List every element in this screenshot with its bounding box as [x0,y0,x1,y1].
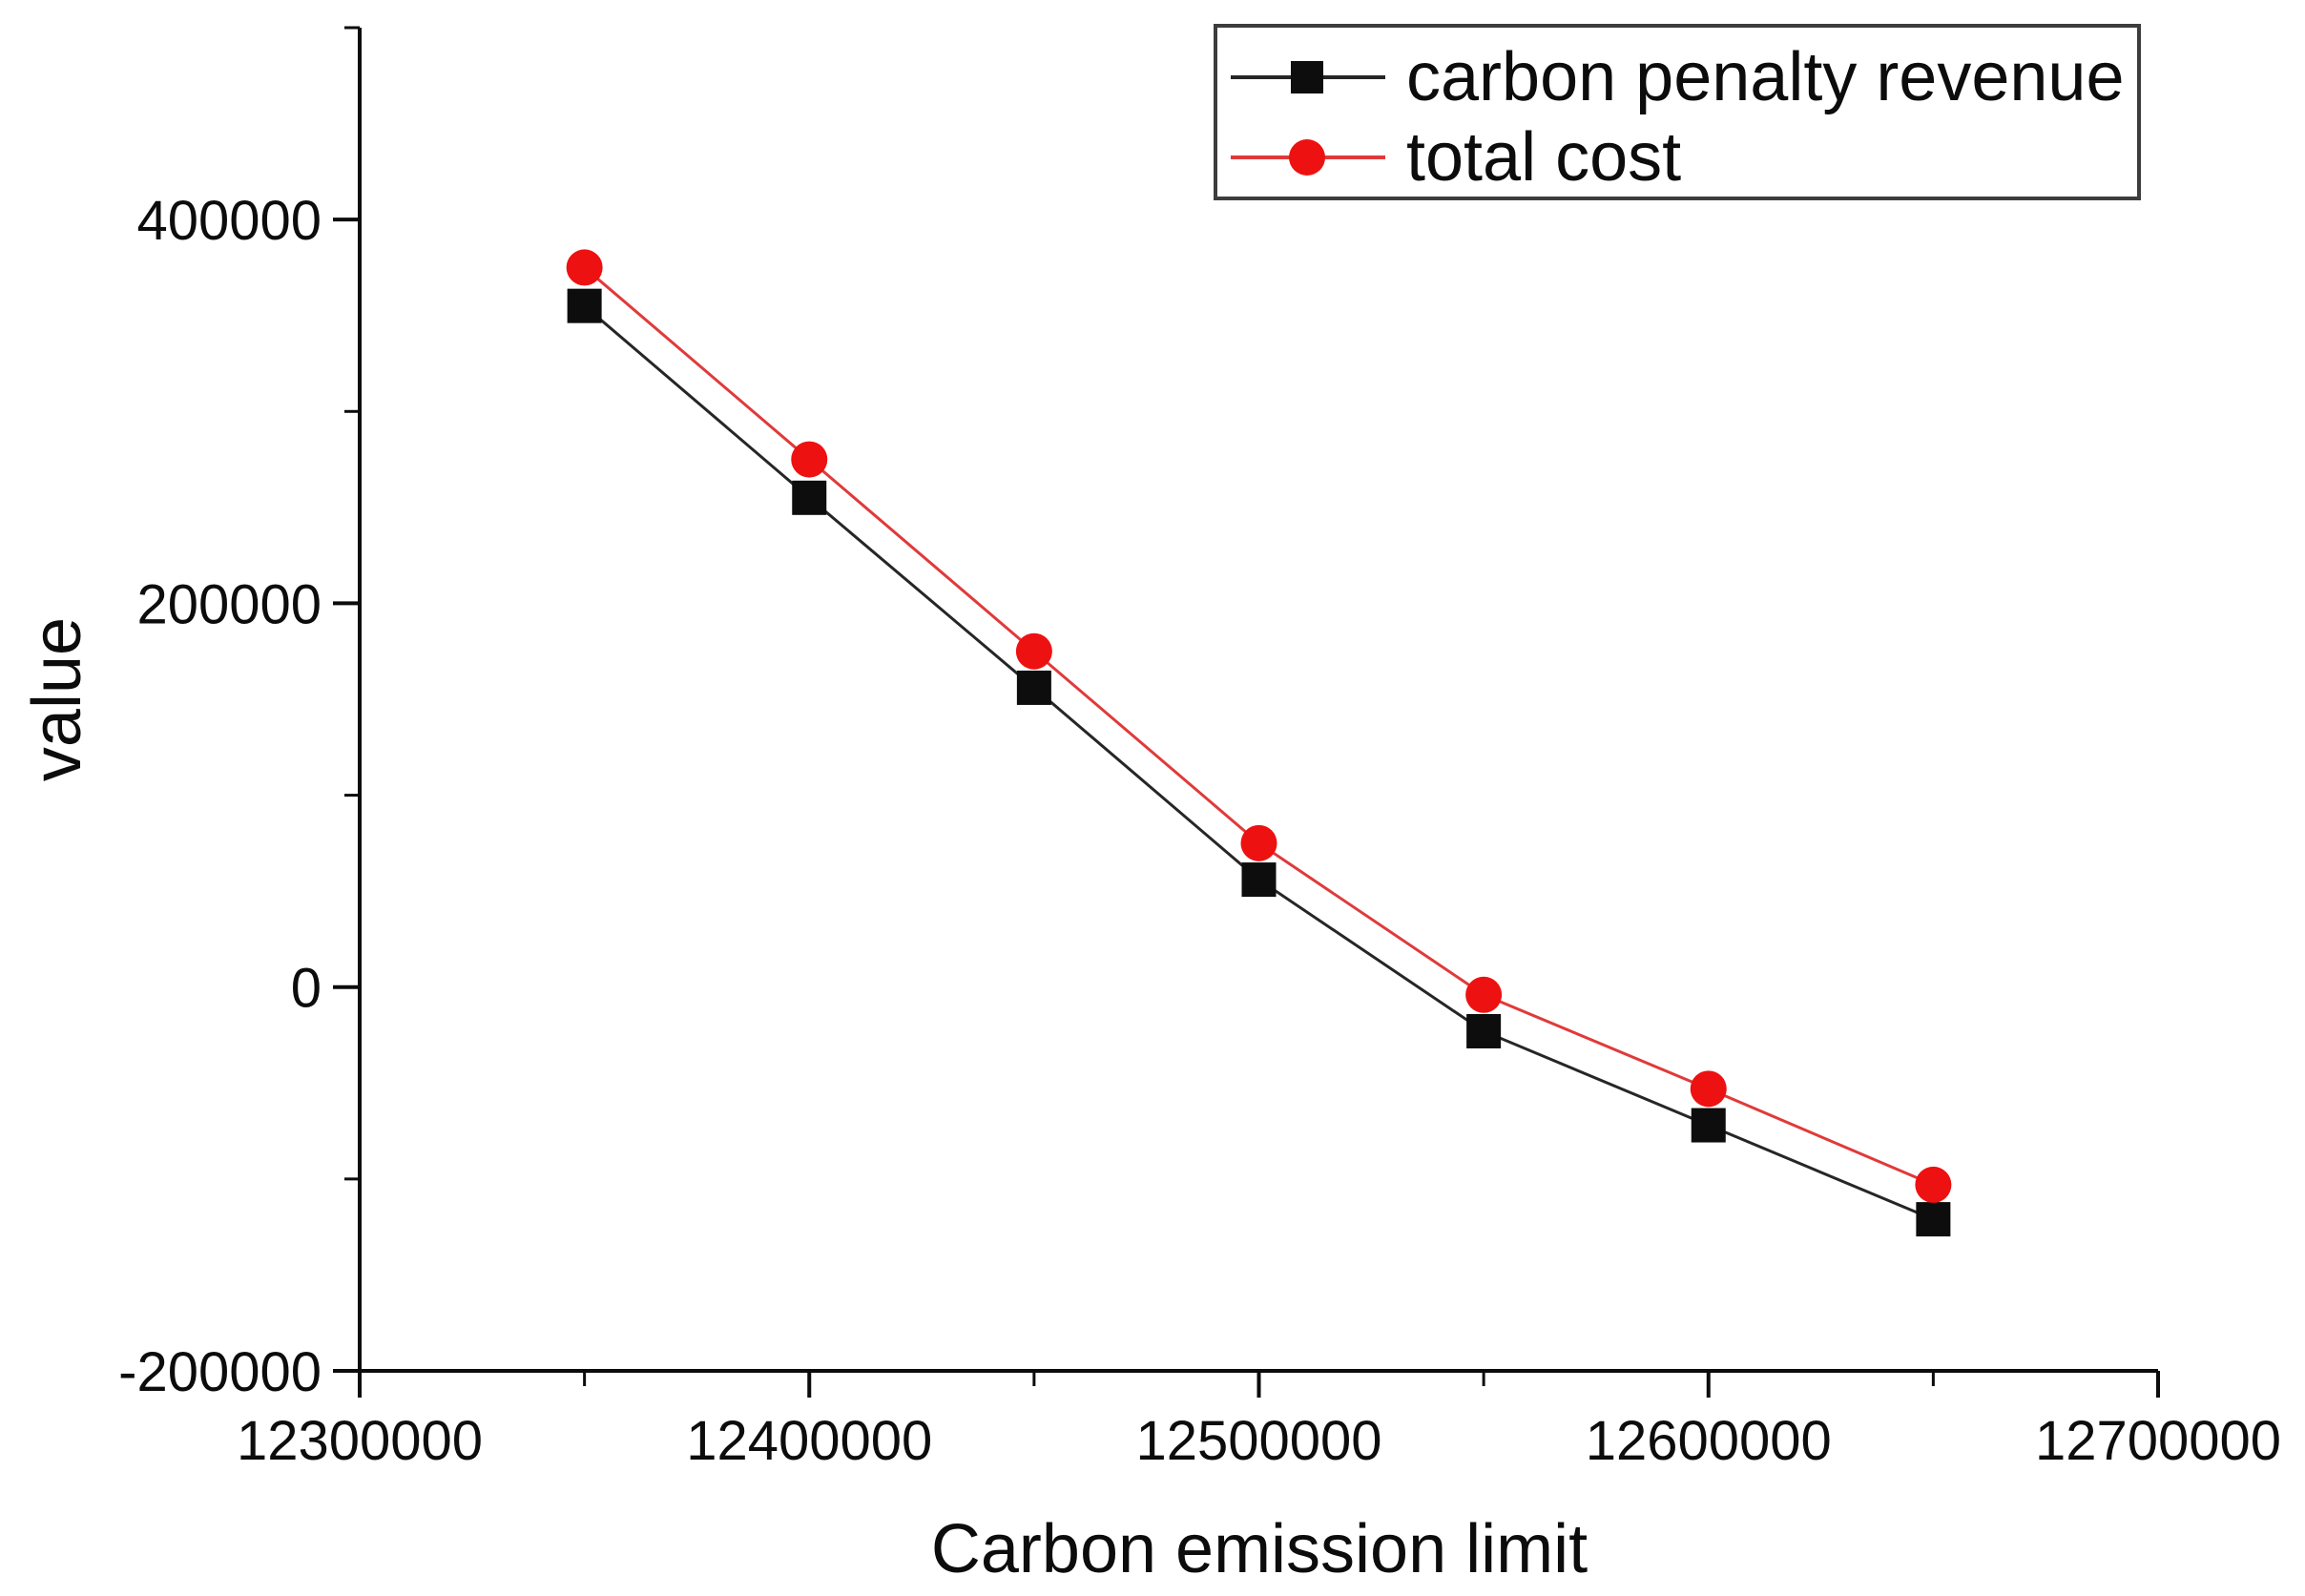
data-point-total-cost [566,249,603,286]
data-point-total-cost [1915,1166,1952,1203]
y-tick-label: -200000 [118,1341,322,1403]
series-line-total-cost [583,266,1934,1187]
data-point-carbon-penalty-revenue [792,480,827,515]
data-point-carbon-penalty-revenue [1016,670,1051,705]
x-tick-label: 12600000 [1586,1410,1832,1472]
x-tick-label: 12300000 [237,1410,483,1472]
legend-item: total cost [1229,117,2137,197]
series-line-carbon-penalty-revenue [583,304,1934,1221]
series-layer [566,249,1952,1237]
red-circle-marker-icon [1289,139,1325,176]
x-axis-title: Carbon emission limit [931,1511,1588,1587]
y-axis-title: value [19,617,95,781]
legend: carbon penalty revenue total cost [1214,24,2141,200]
y-tick-label: 400000 [136,190,322,252]
data-point-carbon-penalty-revenue [1241,862,1277,898]
axes-layer: 12300000 12400000 12500000 12600000 12700000… [118,26,2281,1472]
data-point-total-cost [1465,976,1503,1013]
data-point-total-cost [1690,1070,1727,1108]
data-point-carbon-penalty-revenue [567,288,602,323]
data-point-carbon-penalty-revenue [1916,1202,1951,1237]
data-point-carbon-penalty-revenue [1466,1013,1502,1048]
legend-sample-total-cost [1229,117,1387,197]
data-point-carbon-penalty-revenue [1691,1108,1726,1143]
x-tick-label: 12500000 [1135,1410,1381,1472]
data-point-total-cost [1015,632,1052,670]
legend-label: total cost [1406,119,1682,196]
x-tick-label: 12700000 [2035,1410,2281,1472]
y-tick-label: 200000 [136,573,322,635]
data-point-total-cost [1240,824,1277,861]
x-tick-label: 12400000 [686,1410,932,1472]
y-tick-label: 0 [291,958,322,1020]
black-square-marker-icon [1291,61,1323,93]
legend-label: carbon penalty revenue [1406,39,2125,115]
legend-item: carbon penalty revenue [1229,37,2137,117]
data-point-total-cost [791,441,828,478]
legend-sample-carbon-penalty-revenue [1229,37,1387,117]
